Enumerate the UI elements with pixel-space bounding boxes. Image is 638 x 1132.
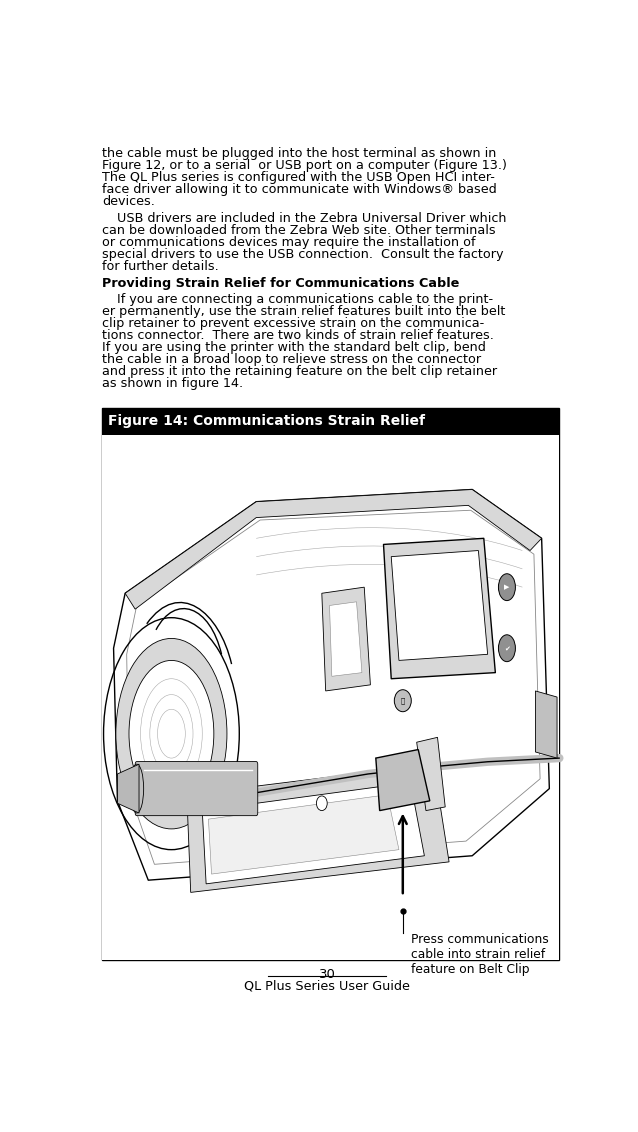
Text: ▶: ▶ [504,584,510,590]
FancyBboxPatch shape [102,435,560,960]
Text: Figure 14: Communications Strain Relief: Figure 14: Communications Strain Relief [108,414,425,429]
Polygon shape [209,795,399,874]
Polygon shape [322,588,371,691]
Polygon shape [187,764,449,892]
Ellipse shape [498,635,516,661]
Text: special drivers to use the USB connection.  Consult the factory: special drivers to use the USB connectio… [102,248,503,261]
Polygon shape [535,691,557,758]
Text: as shown in figure 14.: as shown in figure 14. [102,377,243,391]
Text: Figure 12, or to a serial  or USB port on a computer (Figure 13.): Figure 12, or to a serial or USB port on… [102,158,507,172]
Text: If you are connecting a communications cable to the print-: If you are connecting a communications c… [117,293,493,306]
Text: If you are using the printer with the standard belt clip, bend: If you are using the printer with the st… [102,341,486,354]
FancyBboxPatch shape [102,409,560,960]
Text: devices.: devices. [102,195,155,208]
Polygon shape [391,550,487,660]
Polygon shape [202,782,424,884]
Text: and press it into the retaining feature on the belt clip retainer: and press it into the retaining feature … [102,366,497,378]
Text: the cable in a broad loop to relieve stress on the connector: the cable in a broad loop to relieve str… [102,353,481,366]
Text: clip retainer to prevent excessive strain on the communica-: clip retainer to prevent excessive strai… [102,317,484,331]
Text: Press communications
cable into strain relief
feature on Belt Clip: Press communications cable into strain r… [410,933,548,976]
Polygon shape [376,749,430,811]
Text: USB drivers are included in the Zebra Universal Driver which: USB drivers are included in the Zebra Un… [117,212,507,225]
Polygon shape [125,489,542,609]
Text: can be downloaded from the Zebra Web site. Other terminals: can be downloaded from the Zebra Web sit… [102,224,496,237]
Polygon shape [417,737,445,811]
Ellipse shape [130,764,144,813]
Text: tions connector.  There are two kinds of strain relief features.: tions connector. There are two kinds of … [102,329,494,342]
Ellipse shape [394,689,412,712]
Polygon shape [329,602,362,676]
Text: for further details.: for further details. [102,260,219,273]
Text: Providing Strain Relief for Communications Cable: Providing Strain Relief for Communicatio… [102,277,459,291]
FancyBboxPatch shape [135,762,258,816]
Text: QL Plus Series User Guide: QL Plus Series User Guide [244,979,410,993]
Text: the cable must be plugged into the host terminal as shown in: the cable must be plugged into the host … [102,147,496,160]
Text: or communications devices may require the installation of: or communications devices may require th… [102,237,475,249]
Text: ⏻: ⏻ [401,697,405,704]
FancyBboxPatch shape [102,409,560,435]
Text: 30: 30 [318,968,336,981]
Text: The QL Plus series is configured with the USB Open HCI inter-: The QL Plus series is configured with th… [102,171,495,183]
Text: er permanently, use the strain relief features built into the belt: er permanently, use the strain relief fe… [102,305,505,318]
Ellipse shape [116,638,227,829]
Polygon shape [383,539,495,679]
Text: ✔: ✔ [504,645,510,651]
Polygon shape [114,489,549,881]
Text: face driver allowing it to communicate with Windows® based: face driver allowing it to communicate w… [102,183,497,196]
Ellipse shape [316,796,327,811]
Ellipse shape [129,660,214,807]
Ellipse shape [498,574,516,601]
Polygon shape [117,764,139,813]
